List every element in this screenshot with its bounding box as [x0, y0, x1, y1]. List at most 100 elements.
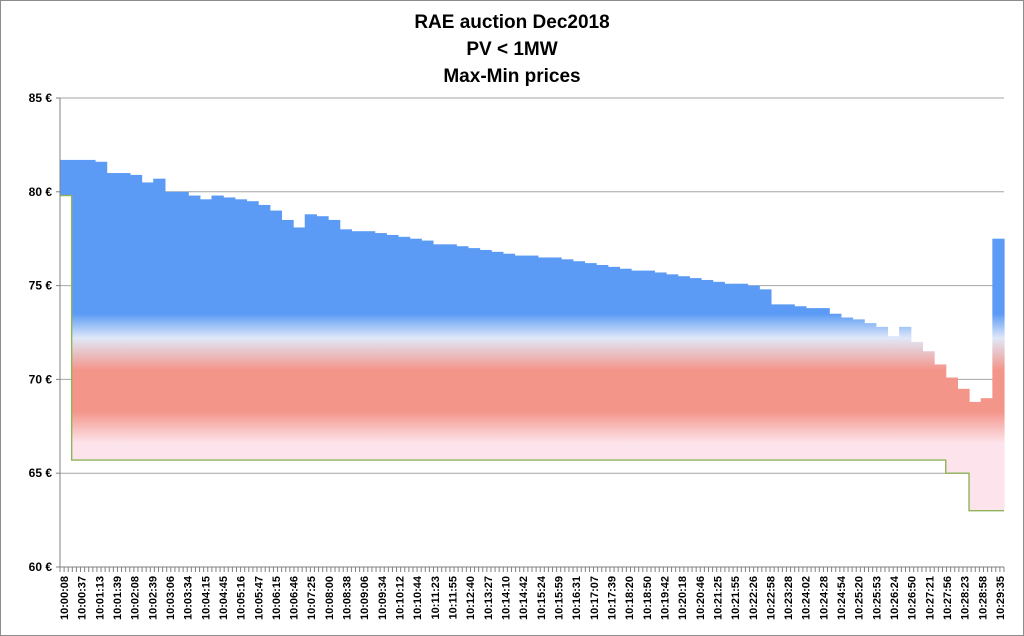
x-tick-label: 10:16:31: [571, 576, 583, 620]
x-tick-label: 10:01:13: [94, 576, 106, 620]
x-tick-label: 10:29:35: [995, 576, 1007, 620]
price-bar: [258, 204, 271, 461]
price-band: [60, 159, 1005, 511]
x-tick-label: 10:24:28: [818, 576, 830, 620]
price-bar: [980, 398, 993, 511]
price-bar: [957, 388, 970, 474]
x-tick-label: 10:05:16: [236, 576, 248, 620]
x-tick-label: 10:18:50: [642, 576, 654, 620]
price-bar: [805, 308, 819, 461]
x-tick-label: 10:22:58: [765, 576, 777, 620]
price-bar: [724, 283, 737, 461]
x-tick-label: 10:21:25: [712, 576, 724, 620]
price-bar: [211, 195, 224, 461]
price-bar: [631, 270, 644, 461]
price-bar: [141, 182, 154, 461]
price-bar: [293, 227, 306, 461]
price-bar: [129, 174, 143, 461]
price-bar: [316, 216, 329, 461]
price-bar: [887, 336, 900, 461]
price-bar: [759, 289, 772, 461]
price-bar: [642, 270, 655, 461]
x-tick-label: 10:04:15: [200, 576, 212, 620]
x-tick-label: 10:11:23: [430, 576, 442, 619]
x-tick-label: 10:27:21: [924, 576, 936, 620]
x-tick-label: 10:24:02: [801, 576, 813, 620]
x-tick-label: 10:17:07: [589, 576, 601, 620]
price-bar: [94, 161, 108, 461]
min-price-line-path: [60, 194, 1004, 512]
price-bar: [386, 234, 399, 461]
x-tick-label: 10:03:34: [183, 575, 195, 620]
x-tick-label: 10:13:27: [483, 576, 495, 620]
x-tick-label: 10:14:10: [501, 576, 513, 620]
price-bar: [363, 231, 376, 461]
price-bar: [328, 219, 341, 461]
price-bar: [153, 178, 166, 461]
x-tick-label: 10:28:58: [977, 576, 989, 620]
price-bar: [176, 191, 189, 461]
x-tick-label: 10:09:34: [377, 575, 389, 620]
x-tick-label: 10:27:56: [942, 576, 954, 620]
x-tick-label: 10:23:28: [783, 576, 795, 620]
price-bar: [945, 377, 958, 474]
price-bar: [409, 238, 422, 461]
price-bar: [537, 257, 551, 461]
x-tick-label: 10:12:40: [465, 576, 477, 620]
price-bar: [910, 341, 924, 461]
x-tick-label: 10:26:50: [907, 576, 919, 620]
price-bar: [246, 201, 259, 461]
x-tick-label: 10:08:38: [342, 576, 354, 620]
price-bar: [817, 308, 830, 461]
x-tick-label: 10:11:55: [448, 576, 460, 619]
price-bar: [992, 238, 1005, 511]
x-tick-label: 10:07:25: [306, 576, 318, 620]
y-tick-label: 85 €: [29, 91, 53, 105]
price-bar: [502, 253, 516, 461]
x-tick-label: 10:09:06: [359, 576, 371, 620]
price-bar: [969, 401, 982, 511]
price-bar: [514, 255, 527, 461]
price-bar: [118, 173, 131, 461]
price-bar: [607, 266, 621, 461]
price-bar: [561, 259, 574, 461]
x-tick-label: 10:24:54: [836, 575, 848, 620]
price-bar: [654, 272, 667, 461]
axes: [56, 97, 1005, 572]
price-bar: [421, 240, 434, 461]
price-bar: [934, 364, 947, 461]
x-tick-label: 10:19:42: [659, 576, 671, 620]
x-tick-label: 10:02:39: [147, 576, 159, 620]
price-bar: [666, 274, 679, 461]
chart-title-line-2: PV < 1MW: [466, 39, 558, 60]
x-tick-label: 10:04:45: [218, 576, 230, 620]
price-bar: [223, 197, 236, 461]
y-tick-label: 70 €: [29, 372, 53, 386]
price-bar: [852, 319, 865, 461]
price-bar: [444, 244, 457, 461]
x-tick-label: 10:22:26: [748, 576, 760, 620]
price-bar: [188, 195, 201, 461]
x-tick-label: 10:14:42: [518, 576, 530, 620]
x-tick-label: 10:17:39: [606, 576, 618, 620]
price-bar: [899, 326, 912, 461]
y-tick-labels: 60 € 65 € 70 € 75 € 80 € 85 €: [29, 91, 53, 574]
price-bar: [397, 236, 411, 461]
x-tick-label: 10:20:18: [677, 576, 689, 620]
price-bar: [689, 278, 702, 461]
price-bar: [584, 263, 597, 461]
x-tick-label: 10:26:24: [889, 575, 901, 620]
x-tick-label: 10:06:15: [271, 576, 283, 620]
price-bar: [712, 281, 725, 461]
price-bar: [677, 276, 690, 461]
price-bar: [234, 199, 248, 461]
price-bar: [700, 279, 714, 461]
x-tick-label: 10:18:20: [624, 576, 636, 620]
price-bar: [526, 255, 539, 461]
price-bar: [199, 199, 213, 461]
x-tick-label: 10:03:06: [165, 576, 177, 620]
price-bar: [864, 323, 877, 461]
price-bar: [83, 159, 96, 461]
price-bar: [467, 248, 481, 461]
chart-title-line-1: RAE auction Dec2018: [414, 12, 610, 33]
